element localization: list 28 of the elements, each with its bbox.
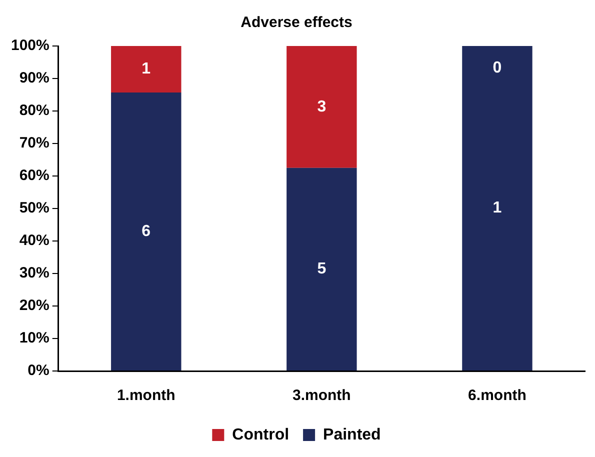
annotation: 1 xyxy=(142,60,151,78)
x-tick-label: 1.month xyxy=(116,387,176,404)
y-tick-label: 80% xyxy=(19,102,50,120)
annotation: 3 xyxy=(317,98,326,116)
y-tick-label: 50% xyxy=(19,200,50,217)
x-tick-label: 6.month xyxy=(468,387,526,404)
chart-title: Adverse effects xyxy=(240,14,352,32)
y-tick-label: 90% xyxy=(19,70,50,87)
y-tick-label: 40% xyxy=(19,232,50,250)
x-tick-label: 3.month xyxy=(292,387,351,404)
bar xyxy=(111,92,182,370)
bar xyxy=(286,46,357,168)
bar xyxy=(286,168,357,370)
legend-label: Control xyxy=(232,426,290,444)
y-tick-label: 30% xyxy=(19,264,50,282)
bar xyxy=(462,46,532,370)
y-tick-label: 20% xyxy=(19,297,50,314)
annotation: 1 xyxy=(492,200,502,217)
y-tick-label: 100% xyxy=(10,37,50,54)
annotation: 0 xyxy=(492,59,502,76)
y-tick-label: 60% xyxy=(19,167,50,184)
bar xyxy=(111,46,182,92)
annotation: 5 xyxy=(317,260,326,278)
y-tick-label: 10% xyxy=(19,330,50,347)
legend-label: Painted xyxy=(323,426,381,444)
y-tick-label: 0% xyxy=(28,362,50,380)
y-tick-label: 70% xyxy=(19,134,50,152)
annotation: 6 xyxy=(142,222,151,240)
